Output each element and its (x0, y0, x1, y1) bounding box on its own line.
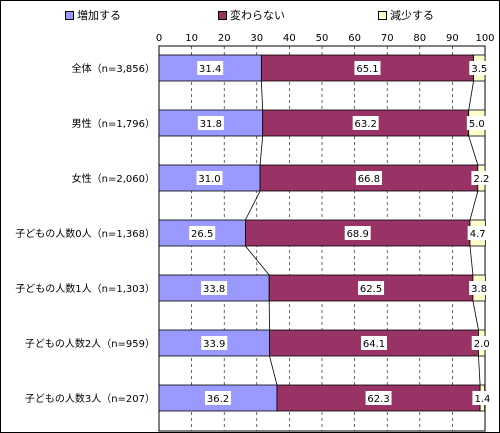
x-tick-label-50: 50 (316, 33, 329, 44)
legend-item-increase: 増加する (65, 8, 121, 22)
data-label-bg (201, 336, 228, 350)
data-label-bg (360, 336, 387, 350)
data-label: 26.5 (191, 229, 213, 240)
data-label-bg (205, 391, 232, 405)
data-label-bg (189, 226, 216, 240)
legend-label-decrease: 減少する (390, 9, 434, 22)
x-tick-label-70: 70 (381, 33, 394, 44)
data-label-bg (352, 116, 379, 130)
data-label: 4.7 (470, 229, 486, 240)
x-tick-label-100: 100 (475, 33, 494, 44)
data-label: 64.1 (363, 339, 385, 350)
data-label: 63.2 (355, 119, 377, 130)
x-tick-label-20: 20 (218, 33, 231, 44)
category-label: 女性（n=2,060） (72, 172, 155, 185)
legend-swatch-no-change (218, 10, 227, 20)
data-label: 68.9 (347, 229, 369, 240)
data-label: 2.2 (473, 174, 489, 185)
data-label: 65.1 (356, 64, 378, 75)
data-label: 33.9 (203, 339, 225, 350)
series-line (468, 135, 479, 166)
series-line (269, 355, 278, 386)
data-label: 36.2 (207, 394, 229, 405)
series-line (478, 355, 481, 386)
series-line (259, 135, 264, 166)
x-tick-label-60: 60 (348, 33, 361, 44)
data-label: 31.0 (198, 174, 220, 185)
series-line (469, 190, 479, 221)
data-label: 33.8 (203, 284, 225, 295)
data-label-bg (201, 281, 228, 295)
data-label-bg (197, 116, 224, 130)
x-tick-label-90: 90 (446, 33, 459, 44)
series-line (260, 80, 264, 111)
series-line (245, 245, 270, 276)
category-label: 子どもの人数0人（n=1,368） (15, 227, 155, 240)
data-label-bg (471, 336, 492, 350)
data-label: 2.0 (474, 339, 490, 350)
category-label: 子どもの人数1人（n=1,303） (15, 282, 155, 295)
series-line (245, 190, 261, 221)
data-label: 5.0 (469, 119, 485, 130)
data-label-bg (466, 116, 487, 130)
category-label: 子どもの人数3人（n=207） (25, 392, 155, 405)
x-tick-label-30: 30 (250, 33, 263, 44)
data-label-bg (471, 171, 492, 185)
category-label: 全体（n=3,856） (72, 62, 155, 75)
data-label-bg (196, 171, 223, 185)
data-label: 31.4 (199, 64, 221, 75)
data-label-bg (469, 61, 490, 75)
legend-label-increase: 増加する (77, 9, 121, 22)
data-label-bg (472, 391, 493, 405)
series-line (472, 300, 479, 331)
data-label-bg (197, 61, 224, 75)
data-label-bg (354, 61, 381, 75)
data-label: 66.8 (358, 174, 380, 185)
legend-label-no-change: 変わらない (230, 9, 285, 22)
legend-swatch-increase (65, 10, 74, 20)
series-line (469, 245, 474, 276)
data-label-bg (365, 391, 392, 405)
data-label-bg (355, 171, 382, 185)
data-label-bg (469, 281, 490, 295)
legend-item-no-change: 変わらない (218, 8, 285, 22)
data-label-bg (467, 226, 488, 240)
data-label: 62.5 (360, 284, 382, 295)
x-tick-label-40: 40 (283, 33, 296, 44)
category-label: 子どもの人数2人（n=959） (25, 337, 155, 350)
data-label: 1.4 (474, 394, 490, 405)
data-label: 62.3 (367, 394, 389, 405)
data-label-bg (358, 281, 385, 295)
legend-swatch-decrease (378, 10, 387, 20)
legend-item-decrease: 減少する (378, 8, 434, 22)
legend: 増加する 変わらない 減少する (1, 1, 499, 25)
category-label: 男性（n=1,796） (72, 117, 155, 130)
x-tick-label-0: 0 (156, 33, 162, 44)
data-label: 3.5 (471, 64, 487, 75)
x-tick-label-10: 10 (185, 33, 198, 44)
x-tick-label-80: 80 (413, 33, 426, 44)
data-label-bg (344, 226, 371, 240)
series-line (468, 80, 474, 111)
data-label: 3.8 (471, 284, 487, 295)
data-label: 31.8 (200, 119, 222, 130)
bar-segment (158, 384, 278, 412)
